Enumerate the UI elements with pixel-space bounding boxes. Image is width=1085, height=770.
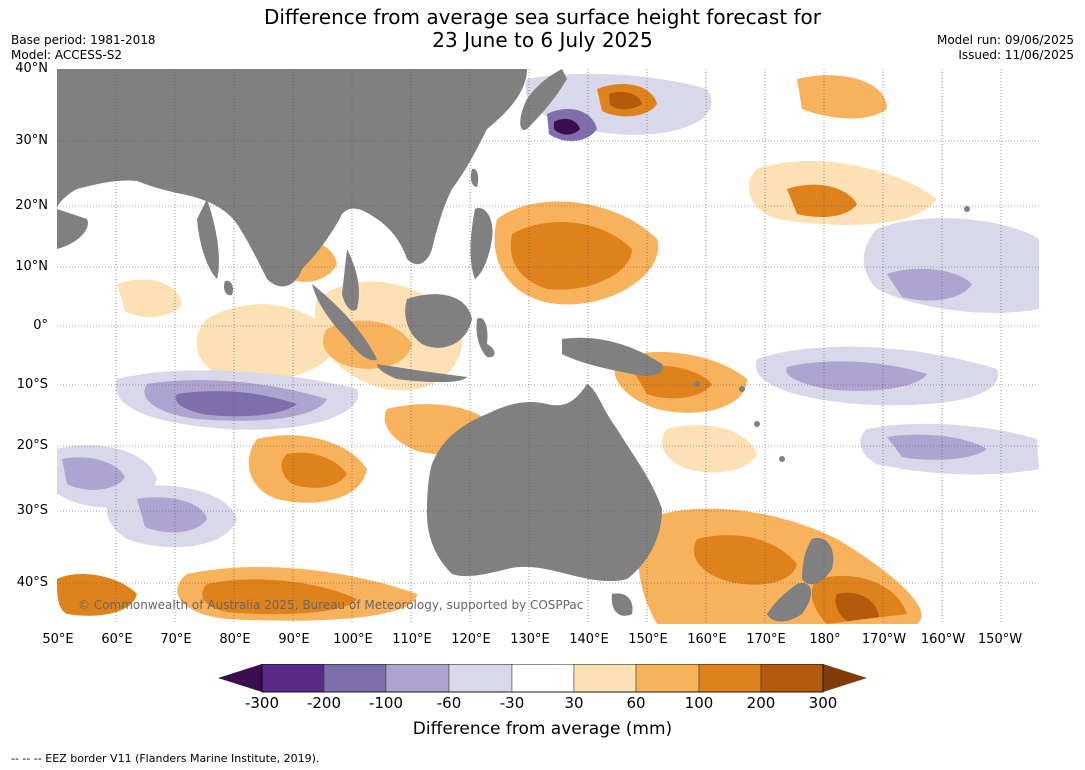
lon-label-100e: 100°E — [333, 632, 373, 647]
lon-label-80e: 80°E — [219, 632, 251, 647]
colorbar-tick: -300 — [244, 694, 280, 712]
colorbar-tick: 200 — [746, 694, 776, 712]
lon-label-140e: 140°E — [569, 632, 609, 647]
sea-level-map — [57, 69, 1039, 624]
colorbar-high-extension — [823, 664, 867, 692]
lat-label-10s: 10°S — [16, 377, 48, 392]
colorbar-bin-30-60 — [573, 664, 637, 693]
colorbar-tick: 300 — [808, 694, 838, 712]
lon-label-170w: 170°W — [861, 632, 907, 647]
lon-label-50e: 50°E — [42, 632, 74, 647]
lon-label-110e: 110°E — [392, 632, 432, 647]
lat-label-10n: 10°N — [15, 259, 48, 274]
lon-label-120e: 120°E — [451, 632, 491, 647]
colorbar-bin-minus30-30 — [511, 664, 575, 693]
colorbar-low-extension — [218, 664, 262, 692]
colorbar-label: Difference from average (mm) — [412, 719, 673, 739]
lon-label-160e: 160°E — [687, 632, 727, 647]
lat-label-20n: 20°N — [15, 198, 48, 213]
meta-left: Base period: 1981-2018 Model: ACCESS-S2 — [11, 33, 156, 63]
model-name: Model: ACCESS-S2 — [11, 48, 123, 62]
land — [57, 69, 970, 622]
lat-label-40n: 40°N — [15, 61, 48, 76]
lat-label-40s: 40°S — [16, 575, 48, 590]
lat-label-30s: 30°S — [16, 503, 48, 518]
model-run: Model run: 09/06/2025 — [936, 33, 1074, 47]
colorbar-tick: -30 — [499, 694, 525, 712]
lon-label-60e: 60°E — [101, 632, 133, 647]
lon-label-160w: 160°W — [920, 632, 966, 647]
eez-footnote: -- -- -- EEZ border V11 (Flanders Marine… — [11, 752, 320, 765]
copyright-text: © Commonwealth of Australia 2025, Bureau… — [78, 598, 584, 612]
colorbar-tick: -200 — [306, 694, 342, 712]
issued-date: Issued: 11/06/2025 — [958, 48, 1074, 62]
colorbar-tick: -60 — [436, 694, 462, 712]
lon-label-150w: 150°W — [977, 632, 1023, 647]
colorbar-bin-200-300 — [760, 664, 824, 693]
meta-right: Model run: 09/06/2025 Issued: 11/06/2025 — [937, 33, 1074, 63]
lon-label-170e: 170°E — [746, 632, 786, 647]
lat-label-30n: 30°N — [15, 133, 48, 148]
lon-label-130e: 130°E — [510, 632, 550, 647]
lat-label-20s: 20°S — [16, 438, 48, 453]
lon-label-90e: 90°E — [278, 632, 310, 647]
map-title-line1: Difference from average sea surface heig… — [263, 5, 822, 29]
lon-label-180: 180° — [809, 632, 841, 647]
base-period: Base period: 1981-2018 — [11, 33, 156, 47]
colorbar — [218, 664, 867, 693]
colorbar-tick: 100 — [684, 694, 714, 712]
colorbar-bin-minus200-minus300 — [261, 664, 325, 693]
lon-label-150e: 150°E — [628, 632, 668, 647]
colorbar-bin-minus100-minus200 — [323, 664, 387, 693]
colorbar-tick: -100 — [368, 694, 404, 712]
colorbar-bin-minus30-minus60 — [448, 664, 513, 693]
colorbar-bin-100-200 — [698, 664, 762, 693]
colorbar-tick: 30 — [564, 694, 584, 712]
colorbar-bin-minus60-minus100 — [385, 664, 450, 693]
colorbar-bin-60-100 — [635, 664, 700, 693]
lon-label-70e: 70°E — [160, 632, 192, 647]
map-svg — [57, 69, 1039, 624]
gridlines — [57, 69, 1039, 624]
lat-label-0: 0° — [33, 318, 48, 333]
colorbar-tick: 60 — [626, 694, 646, 712]
map-title-line2: 23 June to 6 July 2025 — [432, 28, 653, 52]
